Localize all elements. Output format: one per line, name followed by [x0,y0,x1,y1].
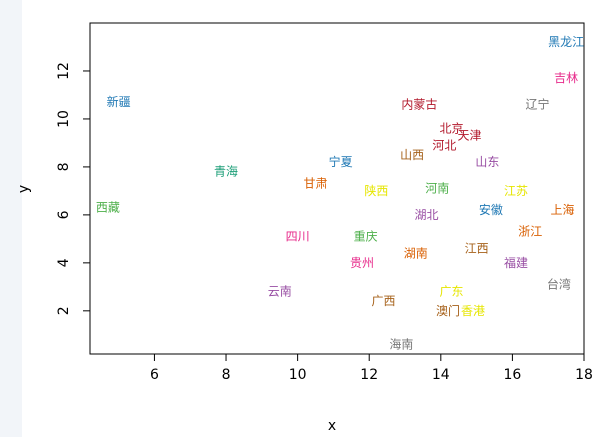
point-label: 甘肃 [304,177,328,191]
point-label: 山东 [475,155,499,169]
point-label: 宁夏 [329,154,353,169]
point-label: 陕西 [364,183,388,198]
point-label: 山西 [400,148,424,162]
point-label: 天津 [457,129,481,143]
x-axis: 6 8 10 12 14 16 18 [150,354,593,383]
point-label: 贵州 [350,256,374,270]
point-label: 安徽 [479,202,503,217]
point-label: 新疆 [107,94,131,109]
y-tick-label: 12 [56,62,72,80]
x-tick-label: 10 [289,367,307,383]
point-label: 云南 [268,284,292,299]
y-axis: 2 4 6 8 10 12 [56,62,90,315]
point-label: 江苏 [504,184,528,198]
point-label: 四川 [286,229,310,243]
point-label: 澳门 [436,303,460,318]
y-tick-label: 10 [56,110,72,128]
x-tick-label: 16 [503,367,521,383]
plot-frame [89,22,585,355]
point-label: 江西 [465,241,489,255]
point-label: 湖南 [404,245,428,260]
point-label: 西藏 [96,201,120,215]
x-tick-label: 6 [150,367,159,383]
y-tick-label: 2 [56,306,72,315]
y-tick-label: 8 [56,162,72,171]
y-tick-label: 4 [56,258,72,267]
point-label: 香港 [461,304,485,318]
point-label: 河北 [432,138,456,152]
point-label: 湖北 [414,207,438,222]
point-label: 内蒙古 [401,97,437,112]
point-label: 重庆 [354,229,378,243]
point-label: 北京 [440,122,464,136]
point-label: 台湾 [547,276,571,291]
point-label: 黑龙江 [548,35,584,49]
x-axis-title: x [328,418,336,434]
y-tick-label: 6 [56,210,72,219]
point-label: 河南 [425,181,449,196]
point-label: 青海 [214,164,238,179]
point-label: 福建 [504,255,528,270]
x-tick-label: 12 [360,367,378,383]
point-label: 广东 [440,285,464,299]
point-label: 上海 [551,202,575,217]
x-tick-label: 14 [432,367,450,383]
point-label: 广西 [372,294,396,308]
x-tick-label: 18 [575,367,593,383]
point-label: 吉林 [554,71,578,85]
point-label: 辽宁 [525,97,549,112]
page-side-strip [0,0,22,437]
point-label: 海南 [389,336,413,351]
point-label: 浙江 [518,225,542,239]
x-tick-label: 8 [222,367,231,383]
y-axis-title: y [16,185,32,193]
